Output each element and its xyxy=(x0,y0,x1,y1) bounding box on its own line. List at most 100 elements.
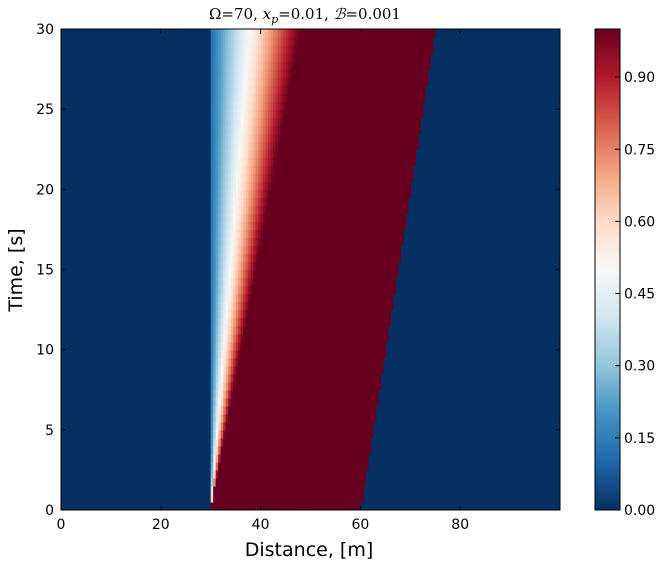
heatmap-cell xyxy=(337,277,342,287)
heatmap-cell xyxy=(240,469,244,479)
heatmap-cell xyxy=(372,325,376,335)
heatmap-cell xyxy=(233,229,237,239)
heatmap-cell xyxy=(360,149,364,158)
heatmap-cell xyxy=(330,69,334,78)
heatmap-cell xyxy=(390,141,394,150)
heatmap-cell xyxy=(240,349,244,359)
heatmap-cell xyxy=(290,341,294,351)
heatmap-cell xyxy=(275,261,279,271)
heatmap-cell xyxy=(293,301,297,311)
heatmap-cell xyxy=(213,461,217,471)
heatmap-cell xyxy=(400,61,404,70)
heatmap-cell xyxy=(238,285,242,295)
heatmap-cell xyxy=(253,237,257,247)
heatmap-cell xyxy=(213,125,217,134)
heatmap-cell xyxy=(283,61,287,70)
heatmap-cell xyxy=(347,189,352,198)
heatmap-cell xyxy=(362,189,366,198)
heatmap-cell xyxy=(332,365,337,375)
heatmap-cell xyxy=(345,309,349,319)
heatmap-cell xyxy=(238,333,242,343)
heatmap-cell xyxy=(370,325,374,335)
heatmap-cell xyxy=(325,213,329,222)
heatmap-cell xyxy=(420,61,424,70)
heatmap-cell xyxy=(407,77,411,86)
heatmap-cell xyxy=(377,69,381,78)
heatmap-cell xyxy=(375,165,379,174)
heatmap-cell xyxy=(245,461,249,471)
heatmap-cell xyxy=(330,357,334,367)
heatmap-cell xyxy=(392,253,396,263)
heatmap-cell xyxy=(225,109,229,118)
heatmap-cell xyxy=(278,85,282,94)
heatmap-cell xyxy=(317,469,322,479)
heatmap-cell xyxy=(340,485,344,495)
heatmap-cell xyxy=(218,45,222,54)
heatmap-cell xyxy=(322,373,327,383)
heatmap-cell xyxy=(337,141,342,150)
heatmap-cell xyxy=(250,501,254,510)
heatmap-cell xyxy=(335,77,339,86)
heatmap-cell xyxy=(320,77,324,86)
heatmap-cell xyxy=(352,269,357,279)
heatmap-cell xyxy=(360,165,364,174)
heatmap-cell xyxy=(293,125,297,134)
heatmap-cell xyxy=(300,117,304,126)
heatmap-cell xyxy=(405,109,409,118)
heatmap-cell xyxy=(230,253,234,263)
heatmap-cell xyxy=(243,405,247,415)
heatmap-cell xyxy=(283,205,287,214)
heatmap-cell xyxy=(360,317,364,327)
heatmap-cell xyxy=(238,413,242,423)
heatmap-cell xyxy=(213,173,217,182)
heatmap-cell xyxy=(352,109,357,118)
heatmap-cell xyxy=(317,29,322,38)
heatmap-cell xyxy=(392,189,396,198)
heatmap-cell xyxy=(228,413,232,423)
heatmap-cell xyxy=(258,45,262,54)
heatmap-cell xyxy=(317,477,322,487)
heatmap-cell xyxy=(300,37,304,46)
heatmap-cell xyxy=(395,93,399,102)
heatmap-cell xyxy=(290,285,294,295)
heatmap-cell xyxy=(322,461,327,471)
heatmap-cell xyxy=(370,333,374,343)
heatmap-cell xyxy=(228,253,232,263)
heatmap-cell xyxy=(313,165,317,174)
heatmap-cell xyxy=(303,317,307,327)
heatmap-cell xyxy=(355,349,359,359)
heatmap-cell xyxy=(253,253,257,263)
heatmap-cell xyxy=(238,133,242,142)
heatmap-cell xyxy=(300,77,304,86)
heatmap-cell xyxy=(213,285,217,295)
heatmap-cell xyxy=(305,141,309,150)
heatmap-cell xyxy=(308,501,312,510)
heatmap-cell xyxy=(367,165,371,174)
heatmap-cell xyxy=(430,37,434,46)
heatmap-cell xyxy=(213,317,217,327)
heatmap-cell xyxy=(335,325,339,335)
heatmap-cell xyxy=(350,101,354,110)
heatmap-cell xyxy=(220,333,224,343)
heatmap-cell xyxy=(280,85,284,94)
heatmap-cell xyxy=(340,381,344,391)
heatmap-cell xyxy=(305,37,309,46)
heatmap-cell xyxy=(253,405,257,415)
heatmap-cell xyxy=(320,61,324,70)
heatmap-cell xyxy=(365,325,369,335)
heatmap-cell xyxy=(228,141,232,150)
heatmap-cell xyxy=(300,341,304,351)
heatmap-cell xyxy=(327,325,332,335)
heatmap-cell xyxy=(228,389,232,399)
heatmap-cell xyxy=(397,61,401,70)
heatmap-cell xyxy=(298,221,302,231)
heatmap-cell xyxy=(210,173,214,182)
heatmap-cell xyxy=(320,181,324,190)
heatmap-cell xyxy=(315,125,319,134)
heatmap-cell xyxy=(347,37,352,46)
heatmap-cell xyxy=(372,157,376,166)
heatmap-cell xyxy=(308,317,312,327)
heatmap-cell xyxy=(352,485,357,495)
heatmap-cell xyxy=(293,389,297,399)
heatmap-cell xyxy=(300,205,304,214)
